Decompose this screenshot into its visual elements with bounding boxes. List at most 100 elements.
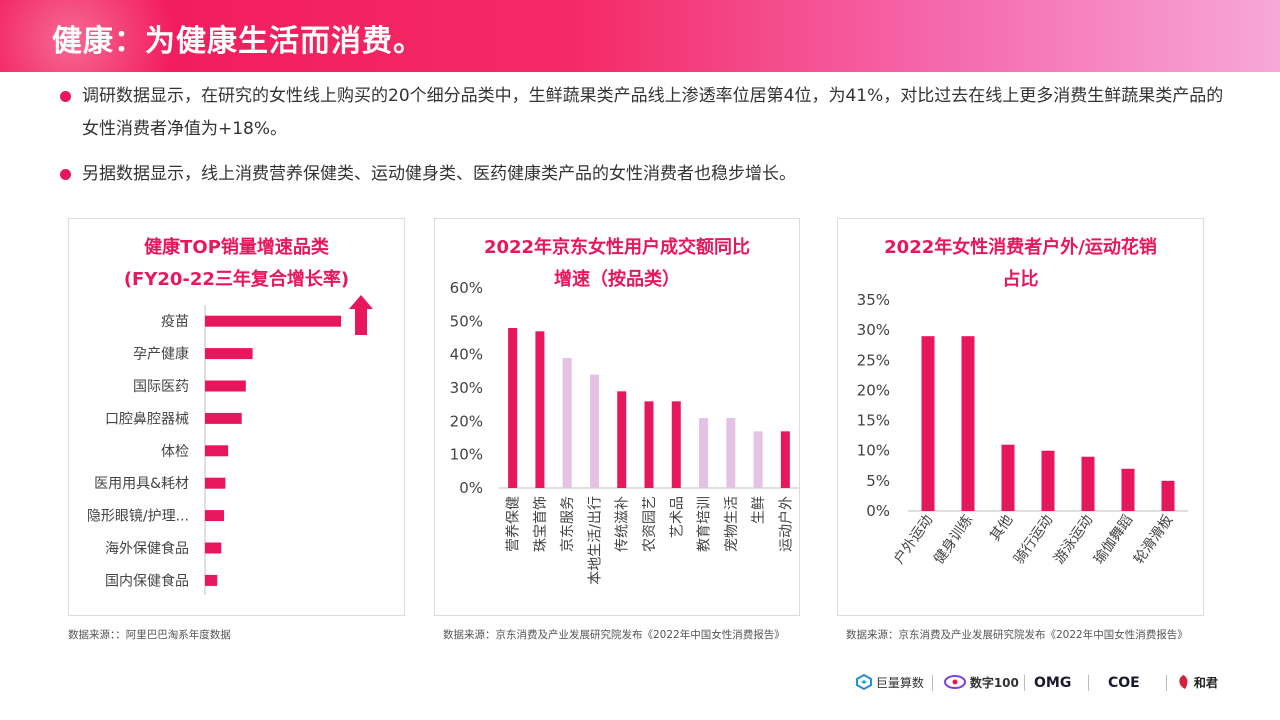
y-tick-label: 10% [857,442,890,460]
bullet-text: 调研数据显示，在研究的女性线上购买的20个细分品类中，生鲜蔬果类产品线上渗透率位… [82,86,1224,139]
bar [205,412,242,424]
y-tick-label: 25% [857,351,890,369]
coe-logo: COE [1108,675,1140,691]
x-tick-label: 健身训练 [931,512,976,567]
bar [921,336,935,511]
logo-divider [1024,675,1025,691]
bar [205,542,222,554]
partner-logos: 巨量算数 数字100 OMG COE 和君 [852,672,1232,694]
bar [589,374,599,488]
bar [1001,444,1015,511]
shuzi-logo-text: 数字100 [969,676,1019,690]
chart-title-line1: 2022年京东女性用户成交额同比 [483,237,751,258]
y-tick-label: 5% [866,472,890,490]
chart-panel-jd-growth: 2022年京东女性用户成交额同比 增速（按品类） 0% 10% 20% 30% 40% 5… [434,218,800,616]
bullet-item: 调研数据显示，在研究的女性线上购买的20个细分品类中，生鲜蔬果类产品线上渗透率位… [58,80,1228,146]
bar [508,328,518,488]
bar [961,336,975,511]
source-note: 数据来源：京东消费及产业发展研究院发布《2022年中国女性消费报告》 [846,629,1188,641]
chart-title-line2: 增速（按品类） [554,269,680,290]
source-note: 数据来源：：阿里巴巴淘系年度数据 [68,629,231,641]
hejun-logo-icon [1179,675,1188,689]
bar [205,510,225,522]
x-tick-label: 农资园艺 [642,496,658,552]
x-tick-label: 传统滋补 [615,496,631,552]
bar [205,380,246,392]
bar [205,445,229,457]
y-tick-label: 30% [450,379,483,397]
x-tick-label: 其他 [987,512,1016,544]
bullet-dot-icon [60,169,71,180]
category-label: 海外保健食品 [105,540,189,557]
x-tick-label: 营养保健 [506,496,522,552]
bar [205,477,226,489]
chart-title-line2: 占比 [1002,269,1039,290]
x-tick-label: 生鲜 [751,496,767,524]
bar [1041,450,1055,511]
hejun-logo-text: 和君 [1193,676,1218,690]
chart-panel-health-top: 健康TOP销量增速品类 (FY20-22三年复合增长率) 疫苗孕产健康国际医药口… [68,218,405,616]
bar [1161,480,1175,511]
chart-title-line1: 健康TOP销量增速品类 [144,237,329,258]
juliang-logo-text: 巨量算数 [875,676,924,690]
y-tick-label: 0% [866,502,890,520]
category-label: 疫苗 [161,314,189,330]
bar [1081,456,1095,511]
bullet-dot-icon [60,91,71,102]
y-tick-label: 20% [450,412,483,430]
y-tick-label: 40% [450,346,483,364]
bar [535,331,545,488]
chart-title-line1: 2022年女性消费者户外/运动花销 [884,237,1157,258]
bullet-list: 调研数据显示，在研究的女性线上购买的20个细分品类中，生鲜蔬果类产品线上渗透率位… [58,80,1228,203]
bar-chart: 0% 10% 20% 30% 40% 50% 60% 营养保健 珠宝首饰 京东服务 本地生活/出行传… [450,279,799,585]
shuzi-logo: 数字100 [944,672,1019,694]
category-label: 国际医药 [133,379,189,395]
source-note: 数据来源：京东消费及产业发展研究院发布《2022年中国女性消费报告》 [443,629,785,641]
bar [671,401,681,488]
x-tick-label: 宠物生活 [724,496,740,552]
shuzi-logo-icon [944,675,966,689]
x-tick-label: 教育培训 [697,496,713,552]
up-arrow-icon [349,295,373,335]
bar [726,418,736,488]
bar [205,348,253,360]
logo-divider [1088,675,1089,691]
category-label: 孕产健康 [133,346,189,363]
bullet-text: 另据数据显示，线上消费营养保健类、运动健身类、医药健康类产品的女性消费者也稳步增… [82,164,796,184]
category-label: 隐形眼镜/护理... [87,509,189,525]
hejun-logo: 和君 [1176,672,1218,694]
page-title: 健康：为健康生活而消费。 [52,24,424,59]
x-tick-label: 户外运动 [890,512,936,568]
juliang-logo: 巨量算数 [856,672,924,694]
y-tick-label: 0% [459,479,483,497]
y-tick-label: 10% [450,446,483,464]
omg-logo: OMG [1034,675,1072,691]
x-tick-label: 京东服务 [560,496,576,552]
x-tick-label: 游泳运动 [1051,512,1096,567]
chart-title-line2: (FY20-22三年复合增长率) [123,269,350,290]
bar [699,418,709,488]
y-tick-label: 15% [857,412,890,430]
category-label: 国内保健食品 [105,572,189,589]
y-tick-label: 30% [857,321,890,339]
x-tick-label: 本地生活/出行 [587,496,603,585]
juliang-logo-icon [856,673,872,691]
bar [1121,468,1135,511]
x-tick-label: 骑行运动 [1011,512,1056,567]
bar [205,315,341,327]
y-tick-label: 20% [857,381,890,399]
x-tick-label: 珠宝首饰 [533,496,549,552]
header-glow [0,0,180,72]
bullet-item: 另据数据显示，线上消费营养保健类、运动健身类、医药健康类产品的女性消费者也稳步增… [58,158,1228,191]
header-banner: 健康：为健康生活而消费。 [0,0,1280,72]
logo-divider [932,675,933,691]
y-tick-label: 35% [857,291,890,309]
x-tick-label: 轮滑滑板 [1130,512,1176,568]
category-label: 口腔鼻腔器械 [105,410,189,427]
logo-divider [1166,675,1167,691]
bar [562,358,572,488]
y-tick-label: 50% [450,312,483,330]
x-tick-label: 运动户外 [777,496,794,552]
